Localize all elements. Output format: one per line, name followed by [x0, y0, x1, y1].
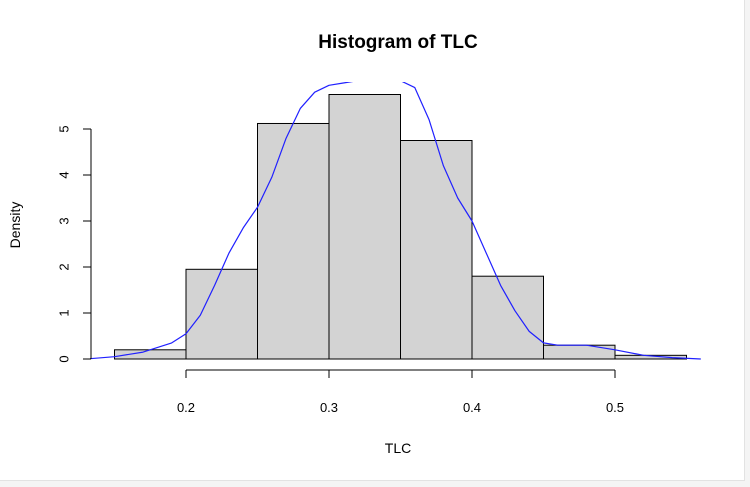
density-curve	[90, 82, 701, 360]
histogram-bar	[257, 122, 330, 360]
histogram-bar	[543, 344, 616, 360]
y-tick-label: 2	[57, 263, 72, 270]
chart-title: Histogram of TLC	[318, 32, 478, 53]
y-tick-label: 3	[57, 217, 72, 224]
histogram-bars	[114, 94, 687, 360]
x-tick-label: 0.3	[320, 400, 338, 415]
x-axis-label: TLC	[385, 440, 411, 456]
histogram-bar	[185, 268, 258, 360]
y-axis: 0 1 2 3 4 5	[57, 125, 92, 363]
x-tick-label: 0.5	[606, 400, 624, 415]
y-tick-label: 1	[57, 309, 72, 316]
histogram-bar	[328, 94, 401, 360]
density-curve-group	[90, 82, 701, 360]
y-tick-label: 5	[57, 125, 72, 132]
y-tick-label: 0	[57, 355, 72, 362]
histogram-bar	[471, 275, 544, 360]
histogram-chart: Histogram of TLC TLC Density 0.2 0.3 0.4 0.…	[7, 32, 701, 456]
y-tick-label: 4	[57, 171, 72, 178]
x-tick-label: 0.4	[463, 400, 481, 415]
x-tick-label: 0.2	[177, 400, 195, 415]
x-axis: 0.2 0.3 0.4 0.5	[177, 369, 624, 415]
histogram-bar	[400, 140, 473, 360]
y-axis-label: Density	[7, 202, 23, 249]
